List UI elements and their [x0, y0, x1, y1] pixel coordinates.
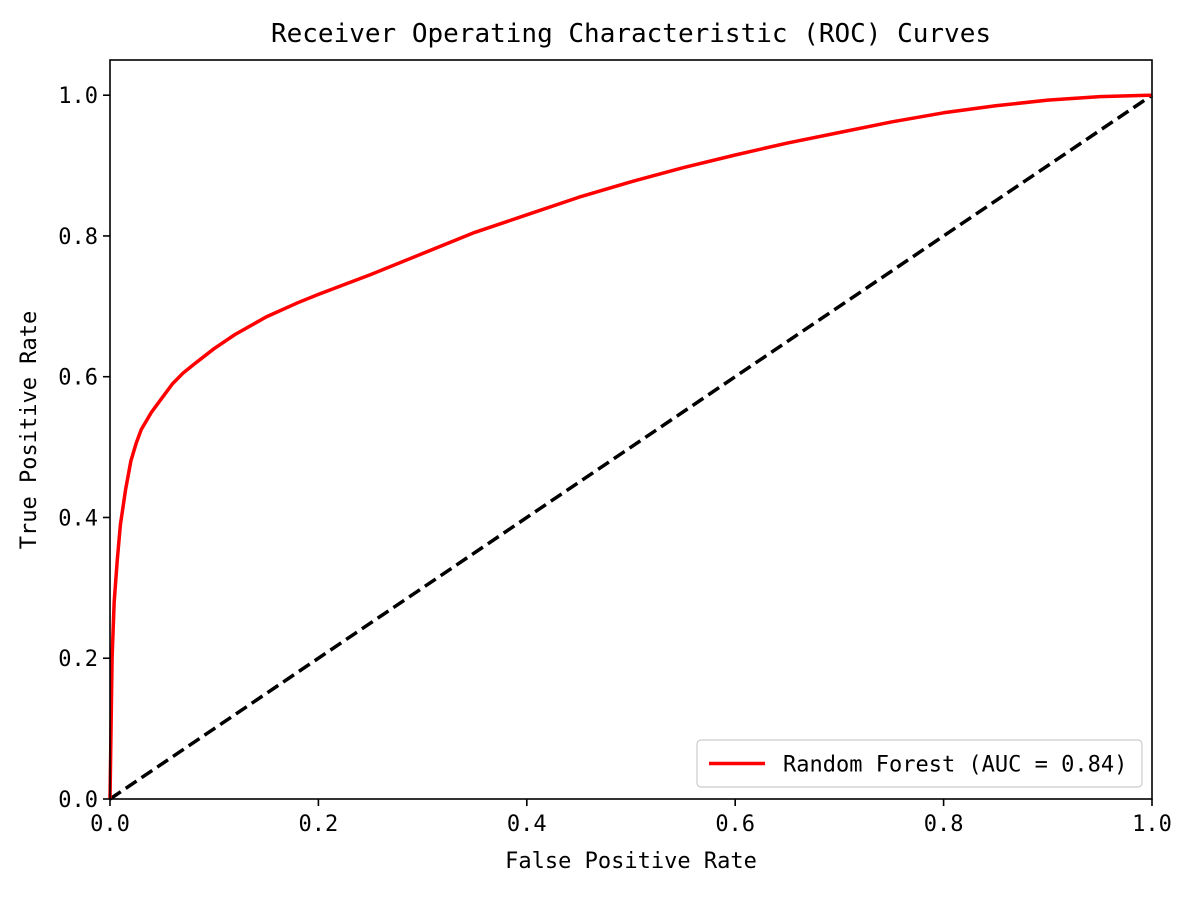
y-tick-label: 0.4	[58, 506, 98, 531]
plot-area: 0.0 0.2 0.4 0.6 0.8 1.0 0.0 0.2 0.4 0.6 0.8 1.0 Rand…	[58, 59, 1172, 837]
roc-curve-line-0	[108, 93, 1153, 800]
y-tick-label: 0.2	[58, 647, 98, 672]
x-tick-label: 0.0	[90, 812, 130, 837]
legend-box	[696, 739, 1143, 788]
x-tick-label: 0.4	[507, 812, 547, 837]
axes-frame	[109, 59, 1153, 800]
chart-title: Receiver Operating Characteristic (ROC) …	[271, 19, 991, 49]
y-axis-label: True Positive Rate	[17, 311, 42, 549]
x-tick-label: 0.2	[299, 812, 339, 837]
y-tick-label: 0.8	[58, 225, 98, 250]
x-tick-label: 1.0	[1132, 812, 1172, 837]
x-tick-label: 0.6	[715, 812, 755, 837]
y-tick-label: 0.0	[58, 788, 98, 813]
x-tick-label: 0.8	[924, 812, 964, 837]
x-axis-label: False Positive Rate	[505, 849, 757, 874]
legend-label: Random Forest (AUC = 0.84)	[783, 753, 1127, 778]
y-tick-label: 0.6	[58, 366, 98, 391]
chance-diagonal-line	[109, 93, 1153, 801]
y-tick-label: 1.0	[58, 84, 98, 109]
